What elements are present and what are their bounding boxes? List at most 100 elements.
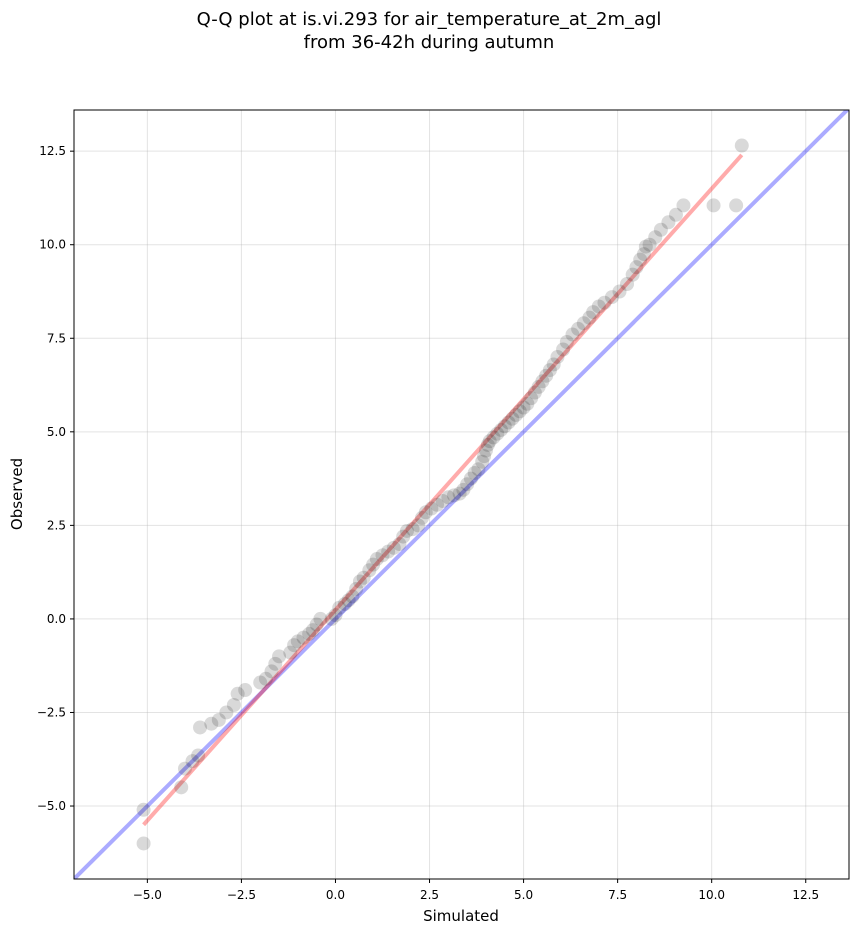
data-point [586, 305, 601, 320]
data-point [612, 284, 627, 299]
data-point [648, 230, 663, 245]
data-point [411, 518, 426, 533]
data-point [512, 404, 527, 419]
data-point [582, 310, 597, 325]
data-point [204, 716, 219, 731]
data-point [185, 754, 200, 769]
data-point [591, 299, 606, 314]
data-point [211, 712, 226, 727]
data-point [477, 449, 492, 464]
data-point [313, 611, 328, 626]
x-tick-label: 5.0 [514, 888, 533, 902]
data-point [636, 247, 651, 262]
data-point [424, 501, 439, 516]
x-axis-label: Simulated [423, 907, 499, 925]
data-point [501, 415, 516, 430]
data-point [527, 385, 542, 400]
y-tick-label: 7.5 [47, 331, 66, 345]
data-point [332, 600, 347, 615]
data-point [268, 656, 283, 671]
data-point [642, 237, 657, 252]
data-point [264, 664, 279, 679]
data-point [556, 342, 571, 357]
x-axis-ticks: −5.0 −2.5 0.0 2.5 5.0 7.5 10.0 12.5 [133, 879, 819, 902]
data-point [516, 400, 531, 415]
y-tick-label: −5.0 [37, 799, 66, 813]
x-tick-label: 7.5 [608, 888, 627, 902]
data-point [576, 316, 591, 331]
data-point [349, 581, 364, 596]
y-tick-label: 10.0 [39, 238, 66, 252]
data-point [571, 321, 586, 336]
data-point [509, 407, 524, 422]
data-point [559, 335, 574, 350]
data-point [309, 617, 324, 632]
data-point [362, 563, 377, 578]
x-tick-label: −5.0 [133, 888, 162, 902]
x-tick-label: 0.0 [326, 888, 345, 902]
data-point [435, 494, 450, 509]
data-point [405, 522, 420, 537]
x-tick-label: 10.0 [698, 888, 725, 902]
data-point [341, 593, 356, 608]
data-point [633, 252, 648, 267]
chart-title-line-1: Q-Q plot at is.vi.293 for air_temperatur… [196, 9, 662, 30]
data-point [505, 411, 520, 426]
data-point [597, 295, 612, 310]
data-point [668, 207, 683, 222]
data-point [452, 486, 467, 501]
y-tick-label: 2.5 [47, 518, 66, 532]
data-point [535, 374, 550, 389]
data-point [352, 574, 367, 589]
data-point [287, 638, 302, 653]
data-point [482, 434, 497, 449]
data-point [302, 626, 317, 641]
data-point [475, 454, 490, 469]
data-point [550, 349, 565, 364]
data-point [328, 608, 343, 623]
data-point [456, 482, 471, 497]
y-tick-label: 0.0 [47, 612, 66, 626]
data-point [625, 267, 640, 282]
plot-frame [73, 109, 850, 880]
data-point [463, 471, 478, 486]
grid [74, 110, 849, 879]
y-tick-label: 5.0 [47, 425, 66, 439]
data-point [653, 222, 668, 237]
data-point [392, 537, 407, 552]
y-tick-label: −2.5 [37, 705, 66, 719]
data-point [629, 260, 644, 275]
data-point [283, 645, 298, 660]
data-point [230, 686, 245, 701]
data-point [399, 523, 414, 538]
data-point [486, 430, 501, 445]
data-point [638, 239, 653, 254]
data-point [324, 611, 339, 626]
data-point [460, 477, 475, 492]
data-point [226, 697, 241, 712]
data-point [542, 363, 557, 378]
data-point [520, 396, 535, 411]
data-point [253, 675, 268, 690]
identity-line [74, 110, 849, 879]
data-point [524, 391, 539, 406]
data-point [734, 138, 749, 153]
fit-line [142, 153, 744, 827]
data-point [494, 422, 509, 437]
data-point [174, 780, 189, 795]
data-point [272, 649, 287, 664]
data-point [490, 426, 505, 441]
data-point [478, 443, 493, 458]
data-point [676, 198, 691, 213]
data-point [480, 437, 495, 452]
data-point [565, 327, 580, 342]
data-point [136, 802, 151, 817]
data-point [620, 277, 635, 292]
data-point [305, 623, 320, 638]
y-axis-ticks: −5.0 −2.5 0.0 2.5 5.0 7.5 10.0 12.5 [37, 144, 74, 813]
data-point [531, 379, 546, 394]
data-point [546, 357, 561, 372]
x-tick-label: 2.5 [420, 888, 439, 902]
data-point [191, 748, 206, 763]
data-point [136, 836, 151, 851]
